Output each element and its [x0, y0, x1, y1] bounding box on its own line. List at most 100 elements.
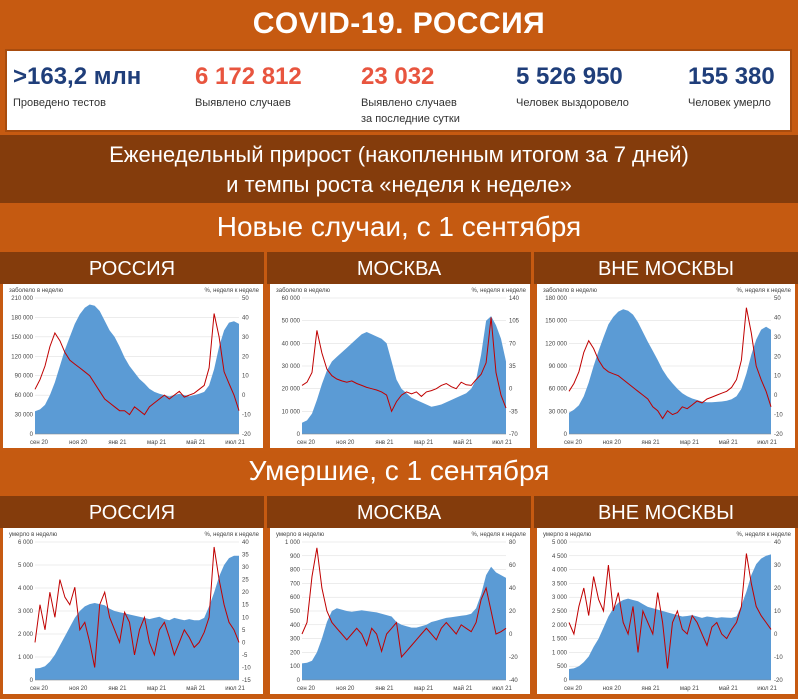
y-tick-left: 40 000	[282, 341, 301, 347]
y-axis-label-right: %, неделя к неделе	[204, 288, 259, 294]
stat-cases: 6 172 812 Выявлено случаев	[195, 63, 302, 111]
chart-cases-regions: заболело в неделю %, неделя к неделе 180 0…	[537, 284, 795, 448]
area-series	[35, 555, 239, 680]
chart-cases-moscow: заболело в неделю %, неделя к неделе 60 00…	[270, 284, 530, 448]
y-tick-right: 40	[774, 315, 781, 321]
y-tick-right: 0	[242, 393, 246, 399]
y-tick-left: 600	[290, 595, 301, 601]
y-tick-right: 105	[509, 319, 520, 325]
y-tick-left: 0	[30, 432, 34, 438]
y-tick-left: 5 000	[18, 563, 34, 569]
y-tick-right: 0	[774, 393, 778, 399]
y-tick-left: 0	[564, 432, 568, 438]
x-tick: май 21	[186, 439, 206, 446]
y-tick-left: 6 000	[18, 540, 34, 546]
section-deaths-title: Умершие, с 1 сентября	[248, 455, 550, 486]
y-tick-right: -20	[509, 655, 518, 661]
x-tick: июл 21	[225, 686, 245, 692]
y-tick-left: 210 000	[11, 296, 33, 302]
y-tick-right: 30	[242, 335, 249, 341]
y-tick-left: 30 000	[549, 409, 568, 415]
panel-title-russia-cases: РОССИЯ	[0, 252, 264, 284]
y-axis-label-right: %, неделя к неделе	[471, 288, 526, 294]
chart-deaths-moscow: умерло в неделю %, неделя к неделе 1 000 90…	[270, 528, 530, 694]
y-tick-left: 2 000	[18, 632, 34, 638]
stat-label: Проведено тестов	[13, 97, 106, 109]
y-tick-right: -35	[509, 409, 518, 415]
x-tick: ноя 20	[336, 440, 355, 446]
y-tick-left: 500	[557, 664, 568, 670]
growth-rate-line	[568, 553, 772, 669]
y-tick-right: -5	[242, 653, 248, 659]
y-tick-left: 5 000	[552, 540, 568, 546]
x-tick: мар 21	[680, 440, 700, 446]
y-tick-left: 0	[564, 678, 568, 684]
chart-deaths-regions: умерло в неделю %, неделя к неделе 5 000 4 …	[537, 528, 795, 694]
y-tick-left: 90 000	[15, 374, 34, 380]
stat-value: 155 380	[688, 63, 775, 90]
x-tick: янв 21	[375, 440, 394, 446]
y-tick-right: 70	[509, 341, 516, 347]
subtitle-line-2: и темпы роста «неделя к неделе»	[226, 172, 572, 197]
x-tick: ноя 20	[603, 440, 622, 446]
y-axis-label-left: заболело в неделю	[543, 288, 597, 294]
y-tick-left: 3 000	[18, 609, 34, 615]
stats-panel: >163,2 млн Проведено тестов 6 172 812 Вы…	[5, 49, 792, 132]
y-tick-right: 30	[242, 565, 249, 571]
y-axis-label-left: заболело в неделю	[276, 288, 330, 294]
y-tick-right: -10	[774, 413, 783, 419]
y-tick-left: 50 000	[282, 319, 301, 325]
x-tick: ноя 20	[336, 686, 355, 692]
y-tick-right: -40	[509, 678, 518, 684]
y-axis-label-right: %, неделя к неделе	[736, 532, 791, 538]
y-tick-right: 20	[509, 609, 516, 615]
y-tick-right: 20	[774, 354, 781, 360]
y-tick-right: 50	[242, 296, 249, 302]
area-series	[302, 566, 506, 680]
y-tick-left: 90 000	[549, 364, 568, 370]
y-axis-label-left: умерло в неделю	[276, 532, 325, 538]
stat-daily-cases: 23 032 Выявлено случаев за последние сут…	[361, 63, 460, 127]
chart-cases-russia: заболело в неделю %, неделя к неделе 210 0…	[3, 284, 263, 448]
y-tick-right: 10	[774, 374, 781, 380]
y-tick-left: 500	[290, 609, 301, 615]
y-tick-right: 20	[774, 586, 781, 592]
y-tick-left: 800	[290, 568, 301, 574]
y-tick-right: 40	[242, 315, 249, 321]
y-tick-left: 700	[290, 581, 301, 587]
stat-label: Выявлено случаев	[361, 97, 457, 109]
y-tick-right: 50	[774, 296, 781, 302]
y-tick-right: -20	[242, 432, 251, 438]
y-tick-right: 30	[774, 335, 781, 341]
y-axis-label-left: умерло в неделю	[543, 532, 592, 538]
y-tick-left: 3 000	[552, 595, 568, 601]
y-axis-label-right: %, неделя к неделе	[471, 532, 526, 538]
y-tick-left: 300	[290, 637, 301, 643]
area-series	[569, 554, 771, 680]
y-tick-left: 4 500	[552, 554, 568, 560]
y-tick-left: 400	[290, 623, 301, 629]
y-tick-right: 0	[774, 632, 778, 638]
stat-recovered: 5 526 950 Человек выздоровело	[516, 63, 629, 111]
area-series	[302, 316, 506, 434]
chart-deaths-russia: умерло в неделю %, неделя к неделе 6 000 5 …	[3, 528, 263, 694]
y-tick-right: -20	[774, 432, 783, 438]
y-tick-right: 25	[242, 578, 249, 584]
y-tick-left: 1 000	[285, 540, 301, 546]
y-tick-left: 120 000	[545, 341, 567, 347]
x-tick: май 21	[719, 685, 739, 692]
panel-title-russia-deaths: РОССИЯ	[0, 496, 264, 528]
y-tick-right: 20	[242, 354, 249, 360]
panel-title-regions-deaths: ВНЕ МОСКВЫ	[534, 496, 798, 528]
stat-deaths: 155 380 Человек умерло	[688, 63, 775, 111]
y-tick-right: 0	[509, 632, 513, 638]
growth-rate-line	[301, 317, 507, 413]
x-tick: май 21	[453, 685, 473, 692]
panel-title-moscow-cases: МОСКВА	[267, 252, 531, 284]
y-tick-left: 60 000	[282, 296, 301, 302]
stat-label: Человек умерло	[688, 97, 771, 109]
y-tick-left: 1 500	[552, 637, 568, 643]
y-tick-right: 40	[774, 540, 781, 546]
y-tick-right: 40	[242, 540, 249, 546]
y-tick-right: -10	[242, 665, 251, 671]
